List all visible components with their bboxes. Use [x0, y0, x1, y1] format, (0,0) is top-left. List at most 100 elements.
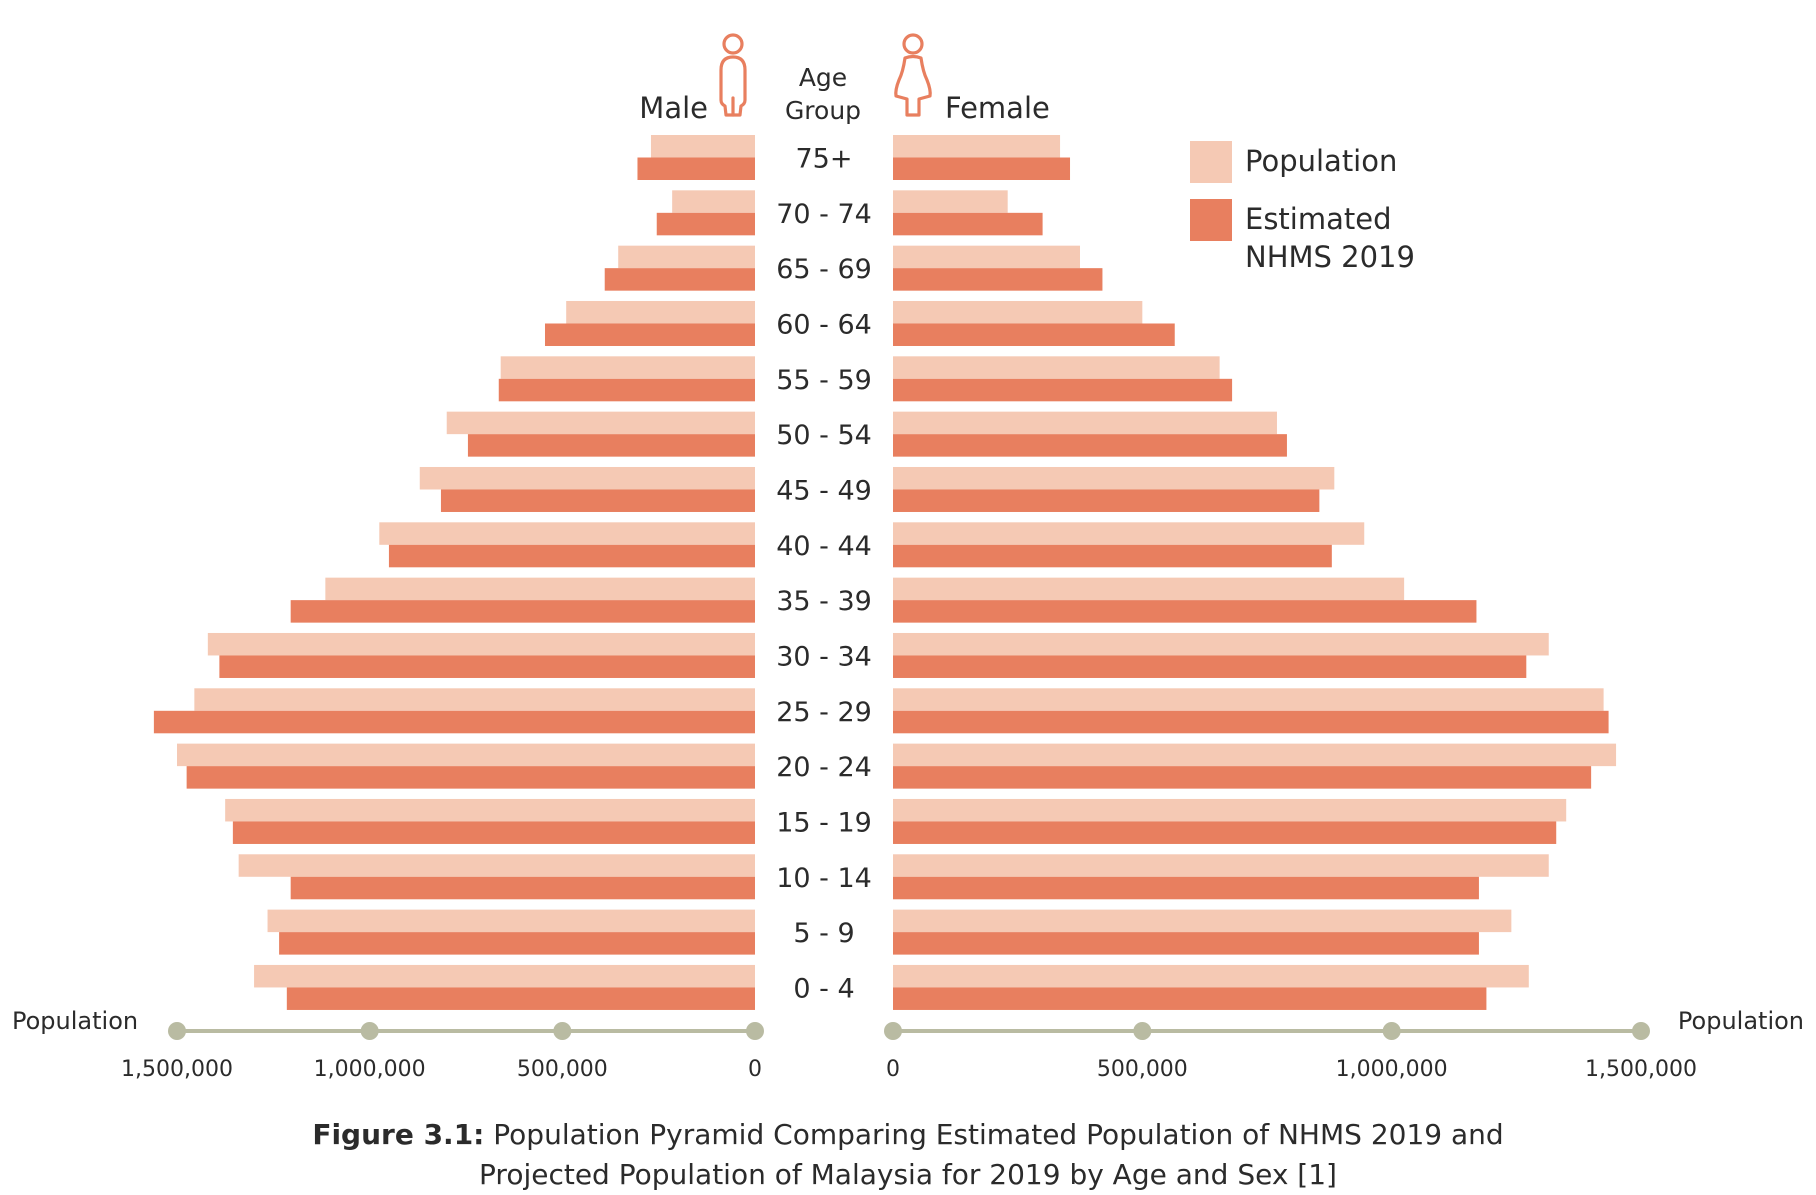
bar-male-population-10-14 — [238, 854, 756, 877]
bar-male-estimated-30-34 — [219, 655, 756, 678]
bar-female-estimated-10-14 — [893, 876, 1479, 900]
male-tick-label-1-500-000: 1,500,000 — [121, 1057, 233, 1082]
bar-male-estimated-55-59 — [498, 378, 755, 402]
bar-male-estimated-70-74 — [656, 212, 755, 236]
male-axis: 1,500,000 1,000,000 500,000 0 — [121, 1022, 764, 1082]
bar-female-population-40-44 — [893, 522, 1365, 545]
bar-female-population-30-34 — [893, 632, 1549, 656]
bar-female-estimated-70-74 — [893, 212, 1043, 236]
bar-female-population-65-69 — [893, 245, 1080, 269]
bar-male-estimated-75plus — [637, 157, 755, 180]
bar-male-estimated-20-24 — [186, 766, 756, 789]
age-label-20-24: 20 - 24 — [776, 752, 872, 783]
female-tick-dot-500-000 — [1133, 1022, 1152, 1040]
figure-caption: Figure 3.1: Population Pyramid Comparing… — [0, 1115, 1816, 1195]
female-tick-label-0: 0 — [886, 1057, 900, 1082]
age-label-5-9: 5 - 9 — [793, 918, 854, 949]
age-label-55-59: 55 - 59 — [776, 365, 872, 396]
female-header: Female — [945, 91, 1050, 125]
female-tick-dot-1-500-000 — [1632, 1022, 1650, 1040]
age-label-30-34: 30 - 34 — [776, 641, 872, 672]
bar-male-estimated-40-44 — [388, 544, 755, 568]
male-header: Male — [639, 91, 708, 125]
bar-female-population-15-19 — [893, 798, 1567, 822]
male-tick-dot-1-000-000 — [360, 1022, 379, 1040]
age-label-10-14: 10 - 14 — [776, 863, 872, 894]
bar-male-estimated-15-19 — [232, 821, 755, 844]
male-tick-dot-0 — [746, 1022, 764, 1040]
female-tick-label-1-500-000: 1,500,000 — [1585, 1057, 1697, 1082]
male-bars — [153, 135, 756, 1010]
male-tick-label-0: 0 — [748, 1057, 762, 1082]
bar-female-population-20-24 — [893, 743, 1617, 767]
age-label-45-49: 45 - 49 — [776, 475, 872, 506]
bar-male-estimated-65-69 — [604, 268, 755, 291]
bar-male-estimated-5-9 — [279, 932, 755, 955]
age-group-header-line2: Group — [785, 96, 861, 125]
female-tick-dot-1-000-000 — [1382, 1022, 1401, 1040]
bar-male-population-15-19 — [225, 798, 755, 822]
bar-female-population-0-4 — [893, 964, 1529, 988]
legend-label-estimated-line2: NHMS 2019 — [1245, 240, 1415, 274]
bar-female-estimated-35-39 — [893, 600, 1477, 623]
bar-male-population-50-54 — [446, 411, 755, 435]
age-label-15-19: 15 - 19 — [776, 807, 872, 838]
bar-female-population-75plus — [893, 135, 1061, 158]
bar-male-population-60-64 — [566, 300, 755, 324]
age-label-70-74: 70 - 74 — [776, 199, 872, 230]
bar-female-population-10-14 — [893, 854, 1549, 877]
bar-male-population-25-29 — [194, 688, 756, 711]
bar-female-estimated-15-19 — [893, 821, 1557, 844]
female-figure-icon — [894, 33, 932, 117]
bar-male-estimated-50-54 — [467, 434, 755, 457]
bar-female-estimated-30-34 — [893, 655, 1527, 678]
age-group-labels: 75+ 70 - 74 65 - 69 60 - 64 55 - 59 50 - 54 45… — [776, 144, 872, 1005]
bar-female-estimated-50-54 — [893, 434, 1287, 457]
bar-female-estimated-0-4 — [893, 987, 1487, 1010]
bar-female-estimated-40-44 — [893, 544, 1332, 568]
female-axis: 0 500,000 1,000,000 1,500,000 — [884, 1022, 1697, 1082]
bar-male-population-55-59 — [500, 356, 755, 379]
axis-label-left: Population — [12, 1007, 138, 1035]
bar-female-population-60-64 — [893, 300, 1143, 324]
bar-female-estimated-45-49 — [893, 489, 1320, 512]
male-tick-dot-500-000 — [553, 1022, 572, 1040]
legend: Population Estimated NHMS 2019 — [1190, 141, 1415, 274]
axis-label-right: Population — [1678, 1007, 1804, 1035]
bar-male-estimated-60-64 — [544, 323, 755, 346]
bar-female-estimated-65-69 — [893, 268, 1103, 291]
age-label-25-29: 25 - 29 — [776, 697, 872, 728]
caption-text-line2: Projected Population of Malaysia for 201… — [479, 1158, 1337, 1191]
age-label-40-44: 40 - 44 — [776, 531, 872, 562]
male-tick-label-1-000-000: 1,000,000 — [314, 1057, 426, 1082]
bar-male-population-0-4 — [254, 964, 756, 988]
bar-male-population-65-69 — [618, 245, 755, 269]
male-tick-label-500-000: 500,000 — [517, 1057, 608, 1082]
bar-female-population-70-74 — [893, 190, 1008, 213]
bar-female-estimated-55-59 — [893, 378, 1233, 402]
bar-male-population-20-24 — [177, 743, 755, 767]
bar-female-estimated-75plus — [893, 157, 1071, 180]
male-figure-icon — [719, 33, 747, 117]
bar-female-estimated-25-29 — [893, 710, 1609, 734]
age-label-75plus: 75+ — [796, 144, 853, 175]
female-bars — [893, 135, 1617, 1010]
bar-male-population-30-34 — [207, 632, 755, 656]
bar-female-population-55-59 — [893, 356, 1220, 379]
male-tick-dot-1-500-000 — [168, 1022, 186, 1040]
bar-female-population-5-9 — [893, 909, 1512, 933]
female-tick-dot-0 — [884, 1022, 902, 1040]
bar-male-population-5-9 — [267, 909, 755, 933]
female-tick-label-500-000: 500,000 — [1097, 1057, 1188, 1082]
bar-female-estimated-60-64 — [893, 323, 1175, 346]
legend-label-estimated-line1: Estimated — [1245, 202, 1392, 236]
bar-male-population-45-49 — [419, 466, 755, 490]
bar-male-population-70-74 — [672, 190, 755, 213]
bar-male-estimated-45-49 — [440, 489, 755, 512]
age-label-35-39: 35 - 39 — [776, 586, 872, 617]
caption-text-line1: Population Pyramid Comparing Estimated P… — [484, 1118, 1504, 1151]
bar-male-estimated-25-29 — [153, 710, 755, 734]
bar-female-population-35-39 — [893, 577, 1405, 601]
legend-swatch-estimated — [1190, 199, 1232, 241]
bar-female-estimated-5-9 — [893, 932, 1479, 955]
